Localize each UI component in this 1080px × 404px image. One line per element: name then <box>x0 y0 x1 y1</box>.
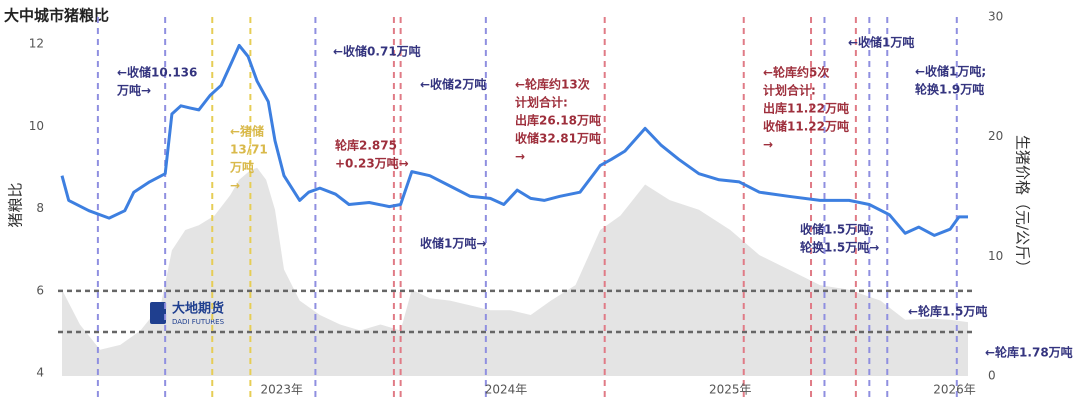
annotation-text: ←收储1万吨; <box>915 64 986 79</box>
annotation-text: 收储1.5万吨; <box>800 222 874 237</box>
logo-subtext: DADI FUTURES <box>172 318 225 326</box>
annotation: ←轮库1.78万吨 <box>985 345 1073 360</box>
x-tick-label: 2025年 <box>709 383 752 397</box>
annotation-text: ←轮库1.78万吨 <box>985 345 1073 360</box>
annotation-text: 出库11.22万吨 <box>763 101 849 116</box>
annotation-text: ←收储2万吨 <box>420 77 486 92</box>
annotation-text: 万吨→ <box>116 83 151 98</box>
annotation-text: → <box>515 150 525 164</box>
annotation-text: ←轮库1.5万吨 <box>908 304 987 319</box>
annotation-text: 计划合计: <box>763 83 816 98</box>
annotation-text: ←猪储 <box>230 124 264 139</box>
annotation-text: 收储11.22万吨 <box>763 119 849 134</box>
y2-axis-label: 生猪价格（元/公斤） <box>1014 135 1032 275</box>
annotation-text: 收储32.81万吨 <box>515 131 601 146</box>
y2-tick-label: 10 <box>988 249 1003 263</box>
y-tick-label: 4 <box>36 366 44 380</box>
logo-mark <box>150 302 166 324</box>
chart-title: 大中城市猪粮比 <box>4 7 109 25</box>
annotation-text: ←收储10.136 <box>117 65 197 80</box>
annotation-text: 轮换1.5万吨→ <box>800 240 879 255</box>
logo-text: 大地期货 <box>172 301 224 317</box>
annotation: ←轮库1.5万吨 <box>908 304 987 319</box>
annotation-text: 计划合计: <box>515 95 568 110</box>
x-tick-label: 2026年 <box>933 383 976 397</box>
annotation-text: ←收储1万吨 <box>848 35 914 50</box>
y2-tick-label: 0 <box>988 369 996 383</box>
annotation: ←猪储 13/71 万吨 → <box>229 124 268 193</box>
annotation: 收储1万吨→ <box>420 236 486 251</box>
x-tick-label: 2023年 <box>260 383 303 397</box>
annotation-text: → <box>763 138 773 152</box>
annotation-text: 收储1万吨→ <box>420 236 486 251</box>
annotation: ←收储1万吨 <box>848 35 914 50</box>
x-tick-label: 2024年 <box>485 383 528 397</box>
annotation: ←收储0.71万吨 <box>333 44 421 59</box>
annotation: ←收储1万吨; 轮换1.9万吨 <box>915 64 986 97</box>
annotation-text: 轮库2.875 <box>335 138 397 153</box>
annotation-text: ←轮库约13次 <box>515 77 590 92</box>
annotation-text: 轮换1.9万吨 <box>915 82 984 97</box>
annotation: 收储1.5万吨; 轮换1.5万吨→ <box>800 222 879 255</box>
annotation-text: → <box>230 179 240 193</box>
y-axis-label: 猪粮比 <box>7 182 25 227</box>
annotation-text: 出库26.18万吨 <box>515 113 601 128</box>
annotation-text: ←轮库约5次 <box>763 65 829 80</box>
price-area <box>62 167 968 376</box>
ratio-line <box>60 43 968 237</box>
annotation: 轮库2.875 +0.23万吨→ <box>335 138 409 171</box>
annotation: ←收储2万吨 <box>420 77 486 92</box>
annotation-text: 万吨 <box>229 160 254 175</box>
y-tick-label: 6 <box>36 283 44 297</box>
y2-tick-label: 30 <box>988 10 1003 24</box>
y-tick-label: 12 <box>29 37 44 51</box>
y-tick-label: 10 <box>29 119 44 133</box>
annotation: ←收储10.136 万吨→ <box>116 65 197 98</box>
annotation-text: ←收储0.71万吨 <box>333 44 421 59</box>
annotation-text: +0.23万吨→ <box>335 156 409 171</box>
y2-tick-label: 20 <box>988 129 1003 143</box>
annotation-text: 13/71 <box>230 143 268 157</box>
y-tick-label: 8 <box>36 201 44 215</box>
